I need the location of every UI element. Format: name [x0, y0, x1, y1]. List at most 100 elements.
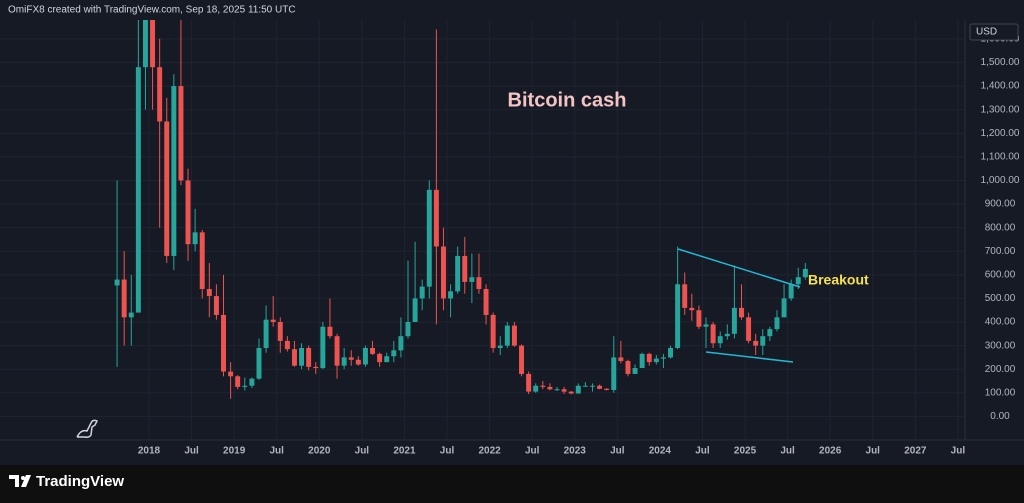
candle-body [753, 340, 759, 346]
candle-body [774, 317, 780, 330]
candle-body [760, 336, 766, 346]
candle-body [561, 389, 567, 392]
y-tick-label: 1,400.00 [981, 81, 1020, 92]
candle-body [455, 255, 461, 292]
candle-body [788, 284, 794, 299]
candle-body [646, 353, 652, 363]
candle-body [313, 366, 319, 369]
candle-body [341, 357, 347, 366]
candle-body [228, 371, 234, 377]
candle-body [263, 319, 269, 348]
x-tick-label: Jul [951, 446, 966, 457]
candle-body [611, 357, 617, 390]
candle-body [625, 360, 631, 374]
candle-body [668, 347, 674, 358]
candle-body [384, 356, 390, 363]
candle-body [632, 368, 638, 374]
candle-body [660, 357, 666, 359]
candle-body [597, 385, 603, 389]
y-tick-label: 1,500.00 [981, 57, 1020, 68]
candle-body [270, 319, 276, 323]
candle-body [618, 357, 624, 361]
trendline-upper [677, 248, 801, 288]
candle-body [724, 333, 730, 337]
brand-name: TradingView [36, 473, 124, 490]
candle-body [433, 189, 439, 247]
y-tick-label: 400.00 [985, 317, 1016, 328]
y-tick-label: 900.00 [985, 199, 1016, 210]
brand-logo [9, 475, 31, 487]
candle-body [540, 385, 546, 387]
candle-body [291, 349, 297, 366]
candle-body [519, 345, 525, 374]
candle-body [213, 296, 219, 315]
y-tick-label: 1,100.00 [981, 151, 1020, 162]
candle-body [370, 347, 376, 354]
x-tick-label: Jul [695, 446, 710, 457]
y-tick-label: 500.00 [985, 293, 1016, 304]
x-tick-label: 2018 [138, 446, 161, 457]
candle-body [320, 326, 326, 369]
x-tick-label: 2020 [308, 446, 331, 457]
candle-body [739, 307, 744, 318]
candle-body [675, 284, 681, 348]
candle-body [746, 317, 752, 341]
footer-bar [0, 465, 1024, 503]
candle-body [547, 386, 553, 390]
y-tick-label: 600.00 [985, 269, 1016, 280]
chart-title: Bitcoin cash [508, 89, 627, 111]
candle-body [476, 277, 482, 289]
candle-body [554, 389, 560, 391]
candle-body [575, 385, 581, 394]
candle-body [653, 358, 659, 363]
candle-body [462, 255, 468, 282]
candle-body [306, 347, 312, 367]
y-tick-label: 300.00 [985, 340, 1016, 351]
candle-body [121, 279, 127, 318]
candle-body [682, 284, 688, 308]
candle-body [497, 345, 503, 348]
candle-body [377, 353, 383, 363]
y-tick-label: 1,200.00 [981, 128, 1020, 139]
candle-body [362, 347, 368, 365]
candle-body [164, 121, 170, 256]
candle-body [703, 324, 709, 327]
y-tick-label: 200.00 [985, 364, 1016, 375]
currency-box [969, 23, 1019, 41]
candle-body [405, 322, 411, 337]
candle-body [235, 376, 241, 387]
candle-body [639, 353, 645, 369]
candle-body [348, 357, 354, 360]
trendline-lower [705, 351, 794, 363]
x-tick-label: 2025 [734, 446, 757, 457]
candle-body [419, 286, 425, 299]
candle-body [299, 347, 305, 366]
candle-body [178, 86, 184, 181]
candle-body [135, 67, 141, 313]
chart-background [0, 0, 1024, 465]
candle-body [589, 385, 595, 387]
candle-body [802, 268, 808, 278]
candle-body [334, 336, 340, 366]
candle-body [391, 350, 397, 357]
candle-body [327, 326, 333, 337]
annotation: Breakout [808, 272, 869, 288]
candle-body [398, 336, 404, 351]
candle-body [206, 288, 212, 297]
x-tick-label: 2023 [564, 446, 587, 457]
y-tick-label: 700.00 [985, 246, 1016, 257]
candle-body [284, 340, 290, 350]
candle-body [767, 329, 773, 337]
y-tick-label: 800.00 [985, 222, 1016, 233]
y-tick-label: 0.00 [990, 411, 1010, 422]
candle-body [717, 336, 723, 344]
candle-body [242, 385, 248, 387]
x-tick-label: 2027 [904, 446, 927, 457]
candle-body [221, 314, 226, 372]
x-tick-label: Jul [355, 446, 370, 457]
candle-body [604, 388, 610, 390]
candle-body [142, 20, 148, 68]
x-tick-label: Jul [270, 446, 285, 457]
x-tick-label: Jul [440, 446, 455, 457]
